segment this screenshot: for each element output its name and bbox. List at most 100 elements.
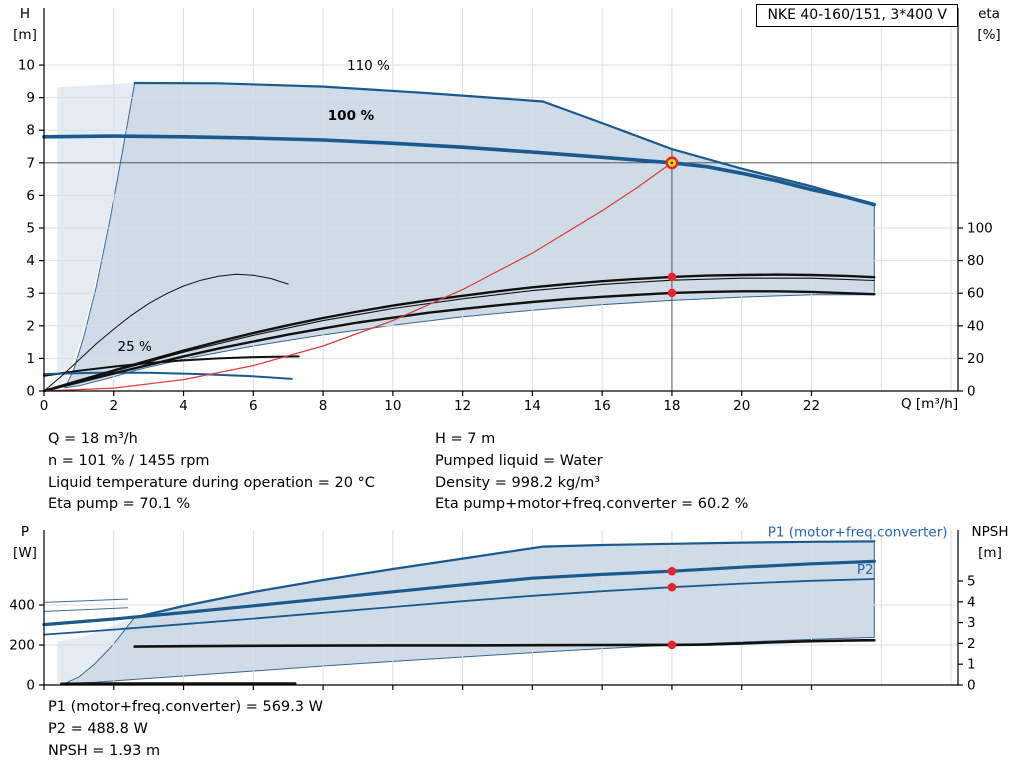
p-axis-unit: [W] (13, 545, 37, 561)
svg-text:4: 4 (967, 594, 976, 610)
h-axis-unit: [m] (13, 27, 37, 43)
envelope-light-left (57, 83, 135, 388)
duty-marker-dot (667, 566, 677, 576)
series-eta-pump-motor-freq-converter (42, 290, 876, 393)
duty-summary-right: H = 7 m Pumped liquid = Water Density = … (435, 429, 748, 516)
svg-text:400: 400 (9, 598, 35, 614)
p-axis-header: P [W] (10, 522, 40, 564)
svg-text:22: 22 (803, 398, 820, 414)
h-axis-symbol: H (19, 6, 31, 22)
svg-text:16: 16 (594, 398, 611, 414)
summary-line-p1: P1 (motor+freq.converter) = 569.3 W (48, 699, 323, 715)
curve-label-p1-motor-freq-converter: P1 (motor+freq.converter) (768, 525, 948, 541)
svg-text:10: 10 (18, 58, 35, 74)
svg-text:6: 6 (26, 188, 35, 204)
eta-axis-symbol: eta (978, 6, 1000, 22)
svg-text:4: 4 (179, 398, 188, 414)
series-speed-fan-a (43, 607, 129, 612)
series-100 (42, 134, 877, 207)
series-eta-reduced-speed (43, 273, 289, 392)
svg-text:200: 200 (9, 638, 35, 654)
svg-text:1: 1 (26, 351, 35, 367)
svg-text:100: 100 (967, 221, 993, 237)
svg-text:0: 0 (967, 384, 976, 400)
curve-label-110: 110 % (347, 58, 390, 74)
axes (43, 8, 959, 392)
svg-text:2: 2 (109, 398, 118, 414)
svg-text:0: 0 (26, 678, 35, 694)
curve-label-25: 25 % (118, 339, 152, 355)
power-npsh-chart: 0 200 400 0 1 2 3 4 5 P1 (motor+freq.converter) P2 (9, 525, 975, 694)
pump-type-box: NKE 40-160/151, 3*400 V (756, 4, 958, 27)
duty-marker-dot (667, 272, 677, 282)
tick-labels: 0 2 4 6 8 10 12 14 16 18 20 22012345678910020406080… (18, 58, 993, 414)
eta-axis-unit: [%] (977, 27, 1001, 43)
summary-line-temperature: Liquid temperature during operation = 20… (48, 474, 375, 491)
series-eta-pump-band (43, 277, 875, 392)
npsh-axis-symbol: NPSH (971, 524, 1009, 540)
svg-text:4: 4 (26, 253, 35, 269)
operating-envelope (64, 82, 875, 389)
summary-line-eta-total: Eta pump+motor+freq.converter = 60.2 % (435, 496, 749, 513)
series-npsh (133, 638, 876, 648)
svg-text:12: 12 (454, 398, 471, 414)
svg-text:18: 18 (663, 398, 680, 414)
svg-text:7: 7 (26, 155, 35, 171)
svg-text:20: 20 (733, 398, 750, 414)
tick-labels: 0 200 400 0 1 2 3 4 5 (9, 574, 975, 694)
svg-text:40: 40 (967, 318, 984, 334)
duty-marker-dot (667, 582, 677, 592)
svg-text:9: 9 (26, 90, 35, 106)
q-axis-label: Q [m³/h] (901, 396, 959, 412)
svg-text:20: 20 (967, 351, 984, 367)
axes (43, 530, 959, 686)
duty-marker-dot (667, 640, 677, 650)
svg-text:10: 10 (384, 398, 401, 414)
svg-text:60: 60 (967, 286, 984, 302)
curve-label-p2: P2 (857, 562, 874, 578)
curve-label-100: 100 % (328, 108, 375, 124)
svg-text:6: 6 (249, 398, 258, 414)
series-p2 (43, 578, 876, 636)
qh-eta-chart: 0 2 4 6 8 10 12 14 16 18 20 22012345678910020406080… (18, 8, 993, 414)
svg-text:8: 8 (26, 123, 35, 139)
svg-text:0: 0 (967, 678, 976, 694)
svg-text:8: 8 (319, 398, 328, 414)
series-eta-pump (42, 273, 876, 393)
summary-line-eta-pump: Eta pump = 70.1 % (48, 496, 191, 513)
series-min-speed-curve (43, 371, 293, 380)
svg-text:3: 3 (26, 286, 35, 302)
svg-text:80: 80 (967, 253, 984, 269)
svg-text:0: 0 (40, 398, 49, 414)
summary-line-speed: n = 101 % / 1455 rpm (48, 452, 210, 469)
duty-summary-left: Q = 18 m³/h n = 101 % / 1455 rpm Liquid … (48, 429, 375, 516)
svg-text:0: 0 (26, 384, 35, 400)
summary-line-q: Q = 18 m³/h (48, 431, 138, 447)
svg-text:2: 2 (967, 636, 976, 652)
h-axis-header: H [m] (10, 4, 40, 46)
series-control-curve (43, 162, 673, 392)
summary-line-density: Density = 998.2 kg/m³ (435, 474, 601, 491)
svg-text:2: 2 (26, 318, 35, 334)
p-axis-symbol: P (20, 524, 30, 540)
power-summary: P1 (motor+freq.converter) = 569.3 W P2 =… (48, 697, 323, 762)
summary-line-liquid: Pumped liquid = Water (435, 452, 603, 469)
svg-text:5: 5 (26, 221, 35, 237)
series-110 (133, 81, 876, 206)
duty-marker-dot (667, 288, 677, 298)
summary-line-npsh: NPSH = 1.93 m (48, 742, 161, 759)
series-speed-fan-b (43, 598, 129, 603)
svg-text:3: 3 (967, 615, 976, 631)
svg-text:1: 1 (967, 657, 976, 673)
duty-point (665, 156, 679, 170)
power-envelope-light-left (57, 617, 135, 685)
npsh-axis-unit: [m] (978, 545, 1002, 561)
summary-line-p2: P2 = 488.8 W (48, 720, 148, 737)
series-power-envelope-top (133, 540, 876, 619)
svg-text:5: 5 (967, 574, 976, 590)
npsh-axis-header: NPSH [m] (958, 522, 1022, 564)
svg-text:14: 14 (524, 398, 541, 414)
eta-axis-header: eta [%] (962, 4, 1016, 46)
summary-line-h: H = 7 m (435, 431, 496, 447)
